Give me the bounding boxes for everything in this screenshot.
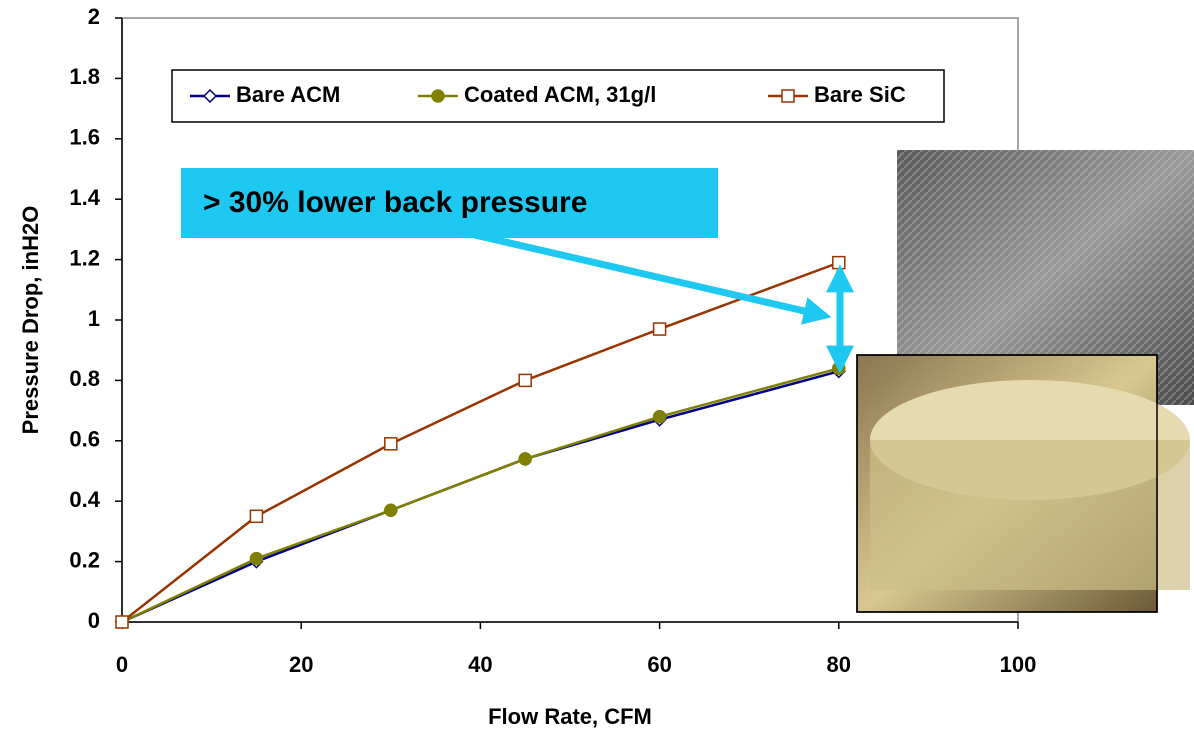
series-line [122,371,839,622]
series-line [122,263,839,622]
x-tick-label: 0 [116,652,128,677]
x-axis-title: Flow Rate, CFM [488,704,652,729]
series-layer [116,257,845,628]
x-tick-label: 80 [827,652,851,677]
marker [385,438,397,450]
y-tick-label: 1.6 [69,125,100,150]
marker [385,504,397,516]
page: 00.20.40.60.811.21.41.61.82020406080100 … [0,0,1194,735]
legend-label: Bare SiC [814,82,906,107]
marker [654,323,666,335]
y-tick-label: 1.4 [69,185,100,210]
legend-label: Bare ACM [236,82,340,107]
chart: 00.20.40.60.811.21.41.61.82020406080100 … [0,0,1194,735]
marker [833,257,845,269]
y-tick-label: 1 [88,306,100,331]
filter-photo [857,355,1190,612]
y-axis-title: Pressure Drop, inH2O [18,206,43,435]
series [116,365,845,628]
annotation-arrow [462,232,826,316]
legend-label: Coated ACM, 31g/l [464,82,656,107]
x-tick-label: 40 [468,652,492,677]
marker [654,411,666,423]
y-tick-label: 1.8 [69,64,100,89]
marker [519,453,531,465]
y-tick-label: 0.2 [69,547,100,572]
y-tick-label: 0.8 [69,366,100,391]
y-tick-label: 0 [88,608,100,633]
series-line [122,368,839,622]
y-tick-label: 0.6 [69,427,100,452]
legend-marker [782,90,794,102]
marker [250,510,262,522]
annotation: > 30% lower back pressure [181,168,840,368]
y-tick-label: 2 [88,4,100,29]
annotation-text: > 30% lower back pressure [203,186,587,219]
y-tick-label: 0.4 [69,487,100,512]
legend-marker [432,90,444,102]
marker [519,374,531,386]
x-tick-label: 100 [1000,652,1037,677]
x-tick-label: 20 [289,652,313,677]
marker [250,553,262,565]
marker [116,616,128,628]
y-tick-label: 1.2 [69,245,100,270]
x-tick-label: 60 [647,652,671,677]
